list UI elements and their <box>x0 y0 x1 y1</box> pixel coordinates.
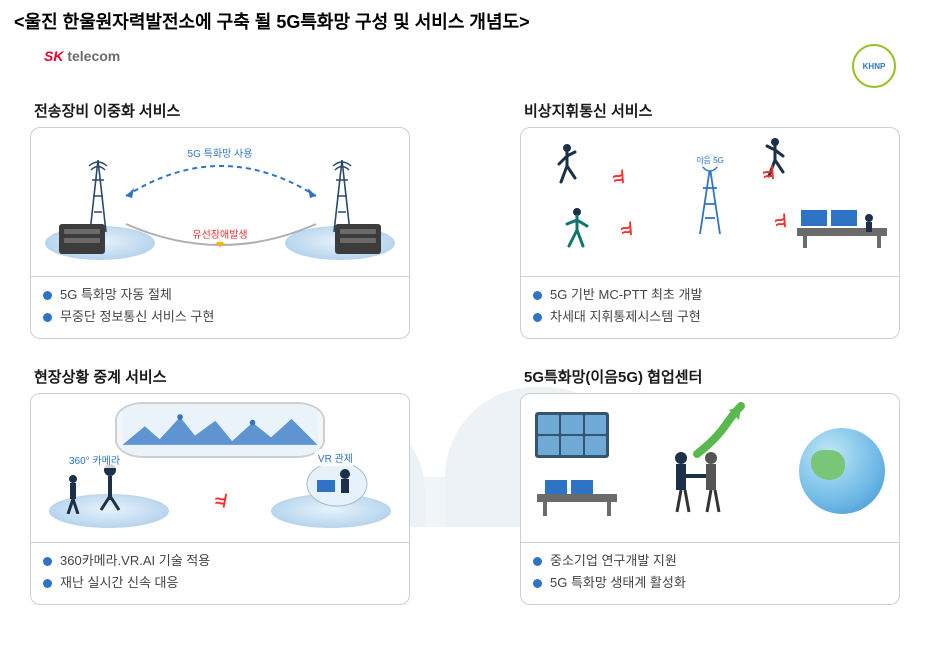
server-rack-icon <box>59 224 105 254</box>
panel-footer: 5G 기반 MC-PTT 최초 개발 차세대 지휘통제시스템 구현 <box>520 276 900 339</box>
control-desk-icon <box>537 478 617 520</box>
label-vr-control: VR 관제 <box>314 449 357 466</box>
antenna-tower-icon <box>87 160 109 232</box>
caption-wired-fault: 유선장애발생 <box>188 225 251 242</box>
camera-operator-icon <box>61 474 85 514</box>
brand-sk-telecom: SK telecom <box>44 48 120 64</box>
panel-emergency-command: 비상지휘통신 서비스 이음 5G <box>520 100 900 339</box>
signal-spark-icon: ≉ <box>618 219 633 242</box>
person-running-icon <box>553 142 581 186</box>
person-running-icon <box>563 206 591 250</box>
monitoring-screens-icon <box>535 412 609 458</box>
panel-bullet: 중소기업 연구개발 지원 <box>533 550 887 572</box>
tower-label-5g: 이음 5G <box>692 154 728 167</box>
growth-arrow-icon <box>691 400 751 460</box>
panel-title: 전송장비 이중화 서비스 <box>30 100 410 121</box>
panel-bullet: 5G 기반 MC-PTT 최초 개발 <box>533 284 887 306</box>
panel-illustration: 이음 5G <box>520 127 900 277</box>
panel-title: 현장상황 중계 서비스 <box>30 366 410 387</box>
page-title: <울진 한울원자력발전소에 구축 될 5G특화망 구성 및 서비스 개념도> <box>0 0 930 42</box>
brand-telecom: telecom <box>67 48 120 64</box>
control-desk-icon <box>797 206 887 248</box>
panel-field-relay: 현장상황 중계 서비스 <box>30 366 410 605</box>
signal-spark-icon: ≉ <box>215 491 225 512</box>
panel-5g-collab-center: 5G특화망(이음5G) 협업센터 <box>520 366 900 605</box>
panel-footer: 중소기업 연구개발 지원 5G 특화망 생태계 활성화 <box>520 542 900 605</box>
panel-bullet: 5G 특화망 생태계 활성화 <box>533 572 887 594</box>
signal-spark-icon: ≉ <box>773 211 788 234</box>
panel-title: 비상지휘통신 서비스 <box>520 100 900 121</box>
brand-khnp-badge: KHNP <box>852 44 896 88</box>
caption-5g-use: 5G 특화망 사용 <box>184 144 257 161</box>
diagram-canvas: SK telecom KHNP 전송장비 이중화 서비스 <box>24 48 906 638</box>
antenna-tower-icon <box>331 160 353 232</box>
panel-bullet: 차세대 지휘통제시스템 구현 <box>533 306 887 328</box>
panel-illustration: 5G 특화망 사용 ✦ 유선장애발생 <box>30 127 410 277</box>
camera-360-icon <box>93 462 127 512</box>
panel-illustration: 360° 카메라 VR 관제 ≉ <box>30 393 410 543</box>
panel-title: 5G특화망(이음5G) 협업센터 <box>520 366 900 387</box>
panel-bullet: 5G 특화망 자동 절체 <box>43 284 397 306</box>
label-360-camera: 360° 카메라 <box>65 451 124 468</box>
panel-bullet: 360카메라.VR.AI 기술 적용 <box>43 550 397 572</box>
server-rack-icon <box>335 224 381 254</box>
panorama-view-icon <box>115 402 325 458</box>
globe-icon <box>799 428 885 514</box>
panel-redundancy-service: 전송장비 이중화 서비스 5G 특화망 사용 <box>30 100 410 339</box>
signal-spark-icon: ≉ <box>610 167 625 190</box>
panel-bullet: 무중단 정보통신 서비스 구현 <box>43 306 397 328</box>
panel-bullet: 재난 실시간 신속 대응 <box>43 572 397 594</box>
panel-footer: 5G 특화망 자동 절체 무중단 정보통신 서비스 구현 <box>30 276 410 339</box>
panel-illustration <box>520 393 900 543</box>
brand-sk: SK <box>44 48 63 64</box>
panel-footer: 360카메라.VR.AI 기술 적용 재난 실시간 신속 대응 <box>30 542 410 605</box>
